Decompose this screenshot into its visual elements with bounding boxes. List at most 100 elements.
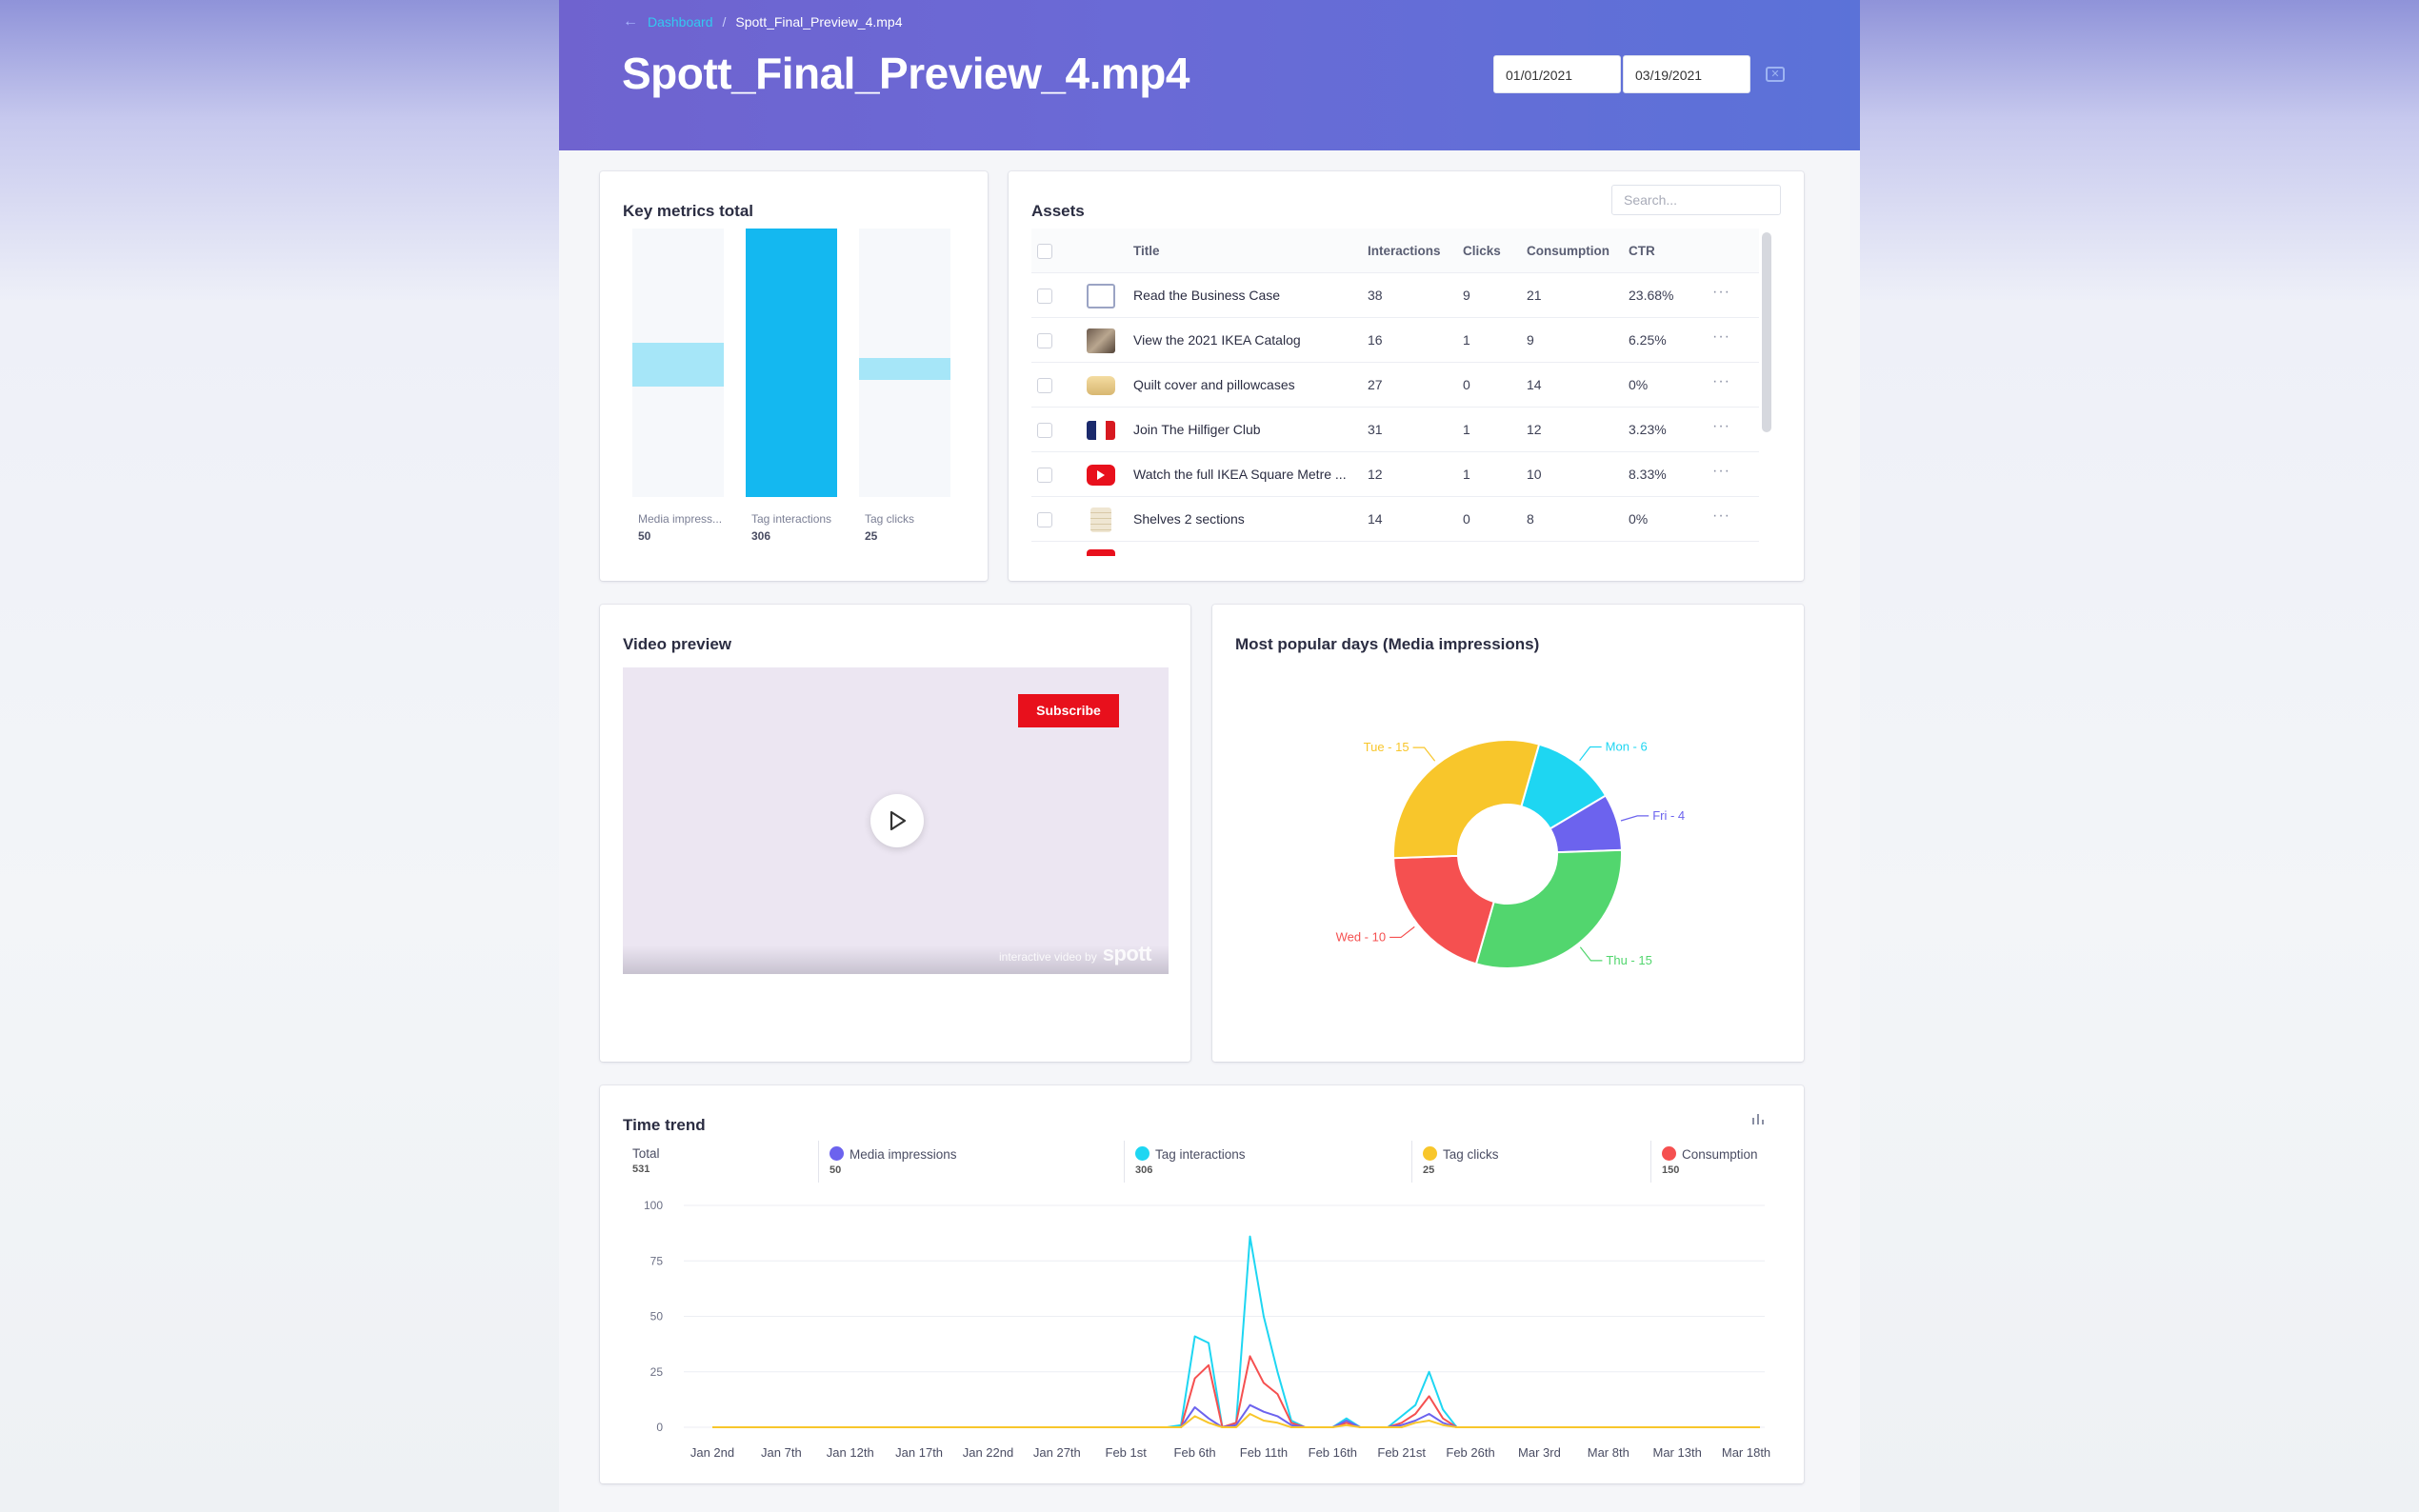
table-row[interactable]: Read the Business Case 38 9 21 23.68% ··· xyxy=(1031,273,1759,318)
cell-title[interactable]: View the 2021 IKEA Catalog xyxy=(1133,332,1301,348)
catalog-thumbnail xyxy=(1087,328,1115,353)
donut-label-wed: Wed - 10 xyxy=(1336,929,1387,944)
bar-chart-icon[interactable] xyxy=(1750,1112,1766,1125)
column-header-clicks[interactable]: Clicks xyxy=(1463,244,1501,258)
youtube-play-icon xyxy=(1097,470,1105,480)
row-actions-menu-icon[interactable]: ··· xyxy=(1712,328,1730,345)
assets-card: Assets Title Interactions Clicks Consumptio… xyxy=(1009,171,1804,581)
breadcrumb: ← Dashboard / Spott_Final_Preview_4.mp4 xyxy=(623,13,903,30)
cell-consumption: 8 xyxy=(1527,511,1534,527)
legend-item-tag-interactions[interactable]: Tag interactions 306 xyxy=(1135,1146,1246,1176)
legend-label: Media impressions xyxy=(850,1147,957,1162)
legend-separator xyxy=(818,1141,819,1183)
column-header-interactions[interactable]: Interactions xyxy=(1368,244,1441,258)
breadcrumb-dashboard-link[interactable]: Dashboard xyxy=(648,14,713,30)
row-actions-menu-icon[interactable]: ··· xyxy=(1712,373,1730,389)
back-arrow-icon[interactable]: ← xyxy=(623,13,638,30)
column-header-title[interactable]: Title xyxy=(1133,244,1160,258)
metric-bar[interactable] xyxy=(632,343,724,387)
legend-separator xyxy=(1650,1141,1651,1183)
row-checkbox[interactable] xyxy=(1037,423,1052,438)
series-line-tag-clicks xyxy=(712,1413,1760,1428)
y-tick-label: 25 xyxy=(650,1365,664,1379)
donut-label-fri: Fri - 4 xyxy=(1652,808,1685,823)
legend-value: 306 xyxy=(1135,1164,1153,1176)
metric-value: 306 xyxy=(751,529,771,543)
row-checkbox[interactable] xyxy=(1037,288,1052,304)
cell-title[interactable]: Watch the full IKEA Square Metre ... xyxy=(1133,467,1347,482)
cell-clicks: 0 xyxy=(1463,377,1470,392)
column-header-consumption[interactable]: Consumption xyxy=(1527,244,1609,258)
cell-title[interactable]: Shelves 2 sections xyxy=(1133,511,1245,527)
metric-bar[interactable] xyxy=(859,358,950,380)
key-metrics-bar-chart: Media impress... 50 Tag interactions 306 Tag… xyxy=(632,229,975,543)
row-actions-menu-icon[interactable]: ··· xyxy=(1712,418,1730,434)
cell-title[interactable]: Read the Business Case xyxy=(1133,288,1281,303)
legend-item-total: Total 531 xyxy=(632,1146,660,1175)
select-all-checkbox[interactable] xyxy=(1037,244,1052,259)
legend-value: 25 xyxy=(1423,1164,1435,1176)
donut-slice-tue xyxy=(1392,739,1541,860)
cell-title[interactable]: Join The Hilfiger Club xyxy=(1133,422,1261,437)
cell-consumption: 12 xyxy=(1527,422,1542,437)
metric-column xyxy=(746,229,837,497)
no-image-icon xyxy=(1087,284,1115,308)
cell-interactions: 16 xyxy=(1368,332,1383,348)
column-header-ctr[interactable]: CTR xyxy=(1629,244,1655,258)
video-player[interactable]: Subscribe interactive video by spott xyxy=(623,667,1169,974)
cell-title[interactable]: Quilt cover and pillowcases xyxy=(1133,377,1295,392)
brand-caption: interactive video by xyxy=(999,950,1097,964)
table-row[interactable]: Quilt cover and pillowcases 27 0 14 0% ··· xyxy=(1031,363,1759,408)
clear-dates-icon[interactable]: ✕ xyxy=(1766,67,1785,82)
subscribe-button[interactable]: Subscribe xyxy=(1018,694,1119,727)
cell-interactions: 12 xyxy=(1368,467,1383,482)
x-tick-label: Mar 13th xyxy=(1653,1445,1702,1460)
key-metrics-card: Key metrics total Media impress... 50 Tag … xyxy=(600,171,988,581)
row-checkbox[interactable] xyxy=(1037,333,1052,348)
donut-label-leader xyxy=(1620,815,1649,822)
row-actions-menu-icon[interactable]: ··· xyxy=(1712,284,1730,300)
x-tick-label: Jan 22nd xyxy=(963,1445,1013,1460)
x-tick-label: Feb 6th xyxy=(1174,1445,1216,1460)
legend-color-dot xyxy=(830,1146,844,1161)
y-tick-label: 75 xyxy=(650,1254,664,1267)
popular-days-donut-chart: Mon - 6 Fri - 4 Thu - 15 Wed - 10 Tue - 15 xyxy=(1336,739,1685,969)
donut-slice-thu xyxy=(1474,848,1623,969)
x-tick-label: Mar 8th xyxy=(1588,1445,1629,1460)
play-button[interactable] xyxy=(870,794,924,847)
row-actions-menu-icon[interactable]: ··· xyxy=(1712,507,1730,524)
row-checkbox[interactable] xyxy=(1037,468,1052,483)
page-title: Spott_Final_Preview_4.mp4 xyxy=(622,49,1190,98)
table-row[interactable]: Join The Hilfiger Club 31 1 12 3.23% ··· xyxy=(1031,408,1759,452)
legend-item-media-impressions[interactable]: Media impressions 50 xyxy=(830,1146,957,1176)
row-actions-menu-icon[interactable]: ··· xyxy=(1712,463,1730,479)
table-row[interactable]: Shelves 2 sections 14 0 8 0% ··· xyxy=(1031,497,1759,542)
date-to-input[interactable]: 03/19/2021 xyxy=(1623,55,1750,93)
legend-item-consumption[interactable]: Consumption 150 xyxy=(1662,1146,1758,1176)
metric-column xyxy=(632,229,724,497)
metric-bar[interactable] xyxy=(746,229,837,497)
row-checkbox[interactable] xyxy=(1037,378,1052,393)
assets-search-input[interactable] xyxy=(1611,185,1781,215)
table-row[interactable]: View the 2021 IKEA Catalog 16 1 9 6.25% ··· xyxy=(1031,318,1759,363)
y-tick-label: 50 xyxy=(650,1310,664,1323)
table-scrollbar[interactable] xyxy=(1762,232,1771,432)
legend-item-tag-clicks[interactable]: Tag clicks 25 xyxy=(1423,1146,1499,1176)
donut-label-tue: Tue - 15 xyxy=(1364,740,1409,754)
x-tick-label: Mar 3rd xyxy=(1518,1445,1561,1460)
cell-clicks: 9 xyxy=(1463,288,1470,303)
video-preview-card: Video preview Subscribe interactive vide… xyxy=(600,605,1190,1062)
date-from-input[interactable]: 01/01/2021 xyxy=(1493,55,1621,93)
time-trend-card: Time trend Total 531 Media impressions 50 Ta… xyxy=(600,1085,1804,1483)
row-checkbox[interactable] xyxy=(1037,512,1052,527)
cell-clicks: 0 xyxy=(1463,511,1470,527)
youtube-icon xyxy=(1087,465,1115,486)
legend-value: 531 xyxy=(632,1164,650,1175)
cell-ctr: 8.33% xyxy=(1629,467,1667,482)
assets-title: Assets xyxy=(1031,202,1085,220)
donut-label-leader xyxy=(1389,925,1415,939)
cell-consumption: 14 xyxy=(1527,377,1542,392)
x-tick-label: Feb 21st xyxy=(1377,1445,1426,1460)
table-row[interactable]: Watch the full IKEA Square Metre ... 12 1 1… xyxy=(1031,452,1759,497)
next-row-thumbnail xyxy=(1087,549,1115,556)
